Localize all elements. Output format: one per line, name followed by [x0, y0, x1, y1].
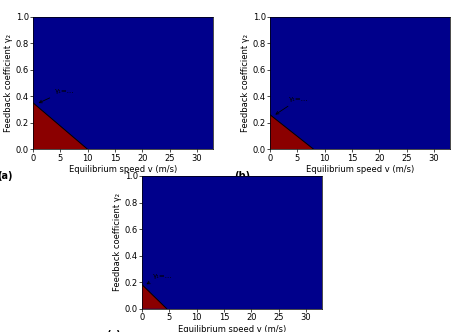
Text: γ₁=...: γ₁=...	[39, 88, 74, 103]
Text: γ₁=...: γ₁=...	[276, 96, 309, 114]
Polygon shape	[33, 103, 88, 149]
Text: (b): (b)	[234, 171, 250, 181]
Y-axis label: Feedback coefficient γ₂: Feedback coefficient γ₂	[4, 34, 13, 132]
Y-axis label: Feedback coefficient γ₂: Feedback coefficient γ₂	[113, 193, 122, 291]
Text: γ₁=...: γ₁=...	[147, 273, 173, 284]
X-axis label: Equilibrium speed v (m/s): Equilibrium speed v (m/s)	[178, 325, 286, 332]
Y-axis label: Feedback coefficient γ₂: Feedback coefficient γ₂	[241, 34, 250, 132]
Text: (c): (c)	[106, 330, 121, 332]
Polygon shape	[270, 115, 314, 149]
X-axis label: Equilibrium speed v (m/s): Equilibrium speed v (m/s)	[306, 165, 414, 174]
X-axis label: Equilibrium speed v (m/s): Equilibrium speed v (m/s)	[69, 165, 177, 174]
Text: (a): (a)	[0, 171, 13, 181]
Polygon shape	[142, 285, 167, 309]
